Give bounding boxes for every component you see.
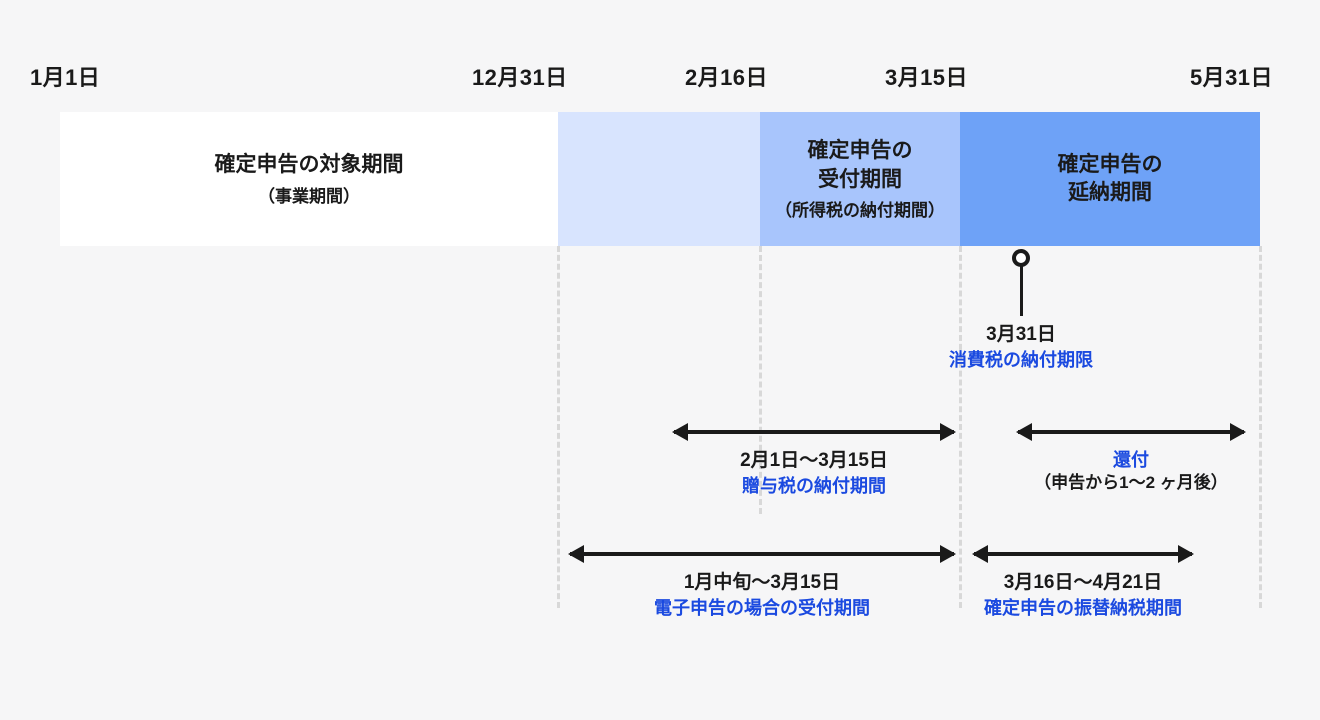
pin-circle-icon — [1012, 249, 1030, 267]
bar3-sub: （所得税の納付期間） — [775, 196, 945, 221]
refund-top: 還付 — [1034, 448, 1228, 472]
axis-date-jan1: 1月1日 — [30, 60, 100, 92]
label-efile: 1月中旬〜3月15日 電子申告の場合の受付期間 — [654, 570, 870, 620]
transfer-top: 3月16日〜4月21日 — [984, 570, 1182, 596]
transfer-sub: 確定申告の振替納税期間 — [984, 596, 1182, 620]
bar-extension-period: 確定申告の 延納期間 — [960, 112, 1260, 246]
bar1-title: 確定申告の対象期間 — [215, 151, 404, 179]
bar-filing-period: 確定申告の 受付期間 （所得税の納付期間） — [760, 112, 960, 246]
gift-top: 2月1日〜3月15日 — [740, 448, 888, 474]
axis-date-mar15: 3月15日 — [885, 60, 968, 92]
label-transfer: 3月16日〜4月21日 確定申告の振替納税期間 — [984, 570, 1182, 620]
pin-date: 3月31日 — [949, 322, 1093, 348]
pin-label: 3月31日 消費税の納付期限 — [949, 322, 1093, 372]
arrow-refund — [1018, 430, 1244, 434]
axis-date-feb16: 2月16日 — [685, 60, 768, 92]
arrow-efile — [570, 552, 954, 556]
axis-date-may31: 5月31日 — [1190, 60, 1273, 92]
label-refund: 還付 （申告から1〜2 ヶ月後） — [1034, 448, 1228, 495]
arrow-transfer — [974, 552, 1192, 556]
bar-gap — [558, 112, 760, 246]
arrow-gift-tax — [674, 430, 954, 434]
efile-top: 1月中旬〜3月15日 — [654, 570, 870, 596]
efile-sub: 電子申告の場合の受付期間 — [654, 596, 870, 620]
label-gift-tax: 2月1日〜3月15日 贈与税の納付期間 — [740, 448, 888, 498]
bar1-sub: （事業期間） — [258, 182, 360, 207]
pin-text: 消費税の納付期限 — [949, 348, 1093, 372]
vline-dec31 — [557, 246, 560, 608]
timeline-diagram: 1月1日 12月31日 2月16日 3月15日 5月31日 確定申告の対象期間 … — [0, 0, 1320, 720]
refund-sub: （申告から1〜2 ヶ月後） — [1034, 472, 1228, 495]
bar-target-period: 確定申告の対象期間 （事業期間） — [60, 112, 558, 246]
vline-mar15 — [959, 246, 962, 608]
bar4-title: 確定申告の 延納期間 — [1058, 151, 1163, 208]
bar3-title: 確定申告の 受付期間 — [808, 137, 913, 194]
gift-sub: 贈与税の納付期間 — [740, 474, 888, 498]
axis-date-dec31: 12月31日 — [472, 60, 568, 92]
vline-may31 — [1259, 246, 1262, 608]
